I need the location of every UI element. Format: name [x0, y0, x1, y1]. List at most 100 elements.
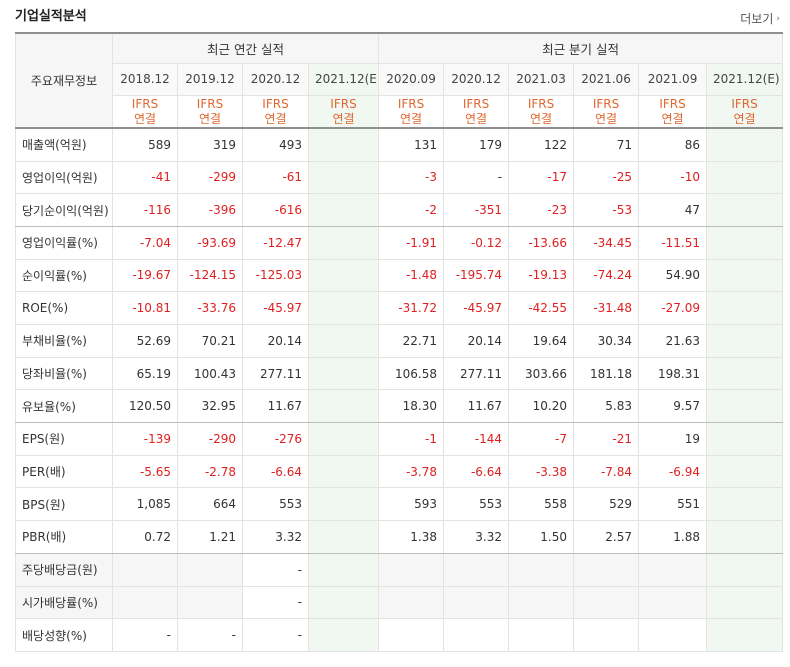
table-cell [638, 585, 708, 620]
table-cell: -124.15 [177, 258, 243, 293]
table-row: EPS(원) -139 -290 -276 -1 -144 -7 -21 19 [15, 422, 784, 456]
table-cell [307, 160, 380, 195]
table-cell [177, 585, 243, 620]
table-cell: 11.67 [242, 389, 309, 424]
period-header: 2019.12 [177, 62, 243, 97]
table-cell: 558 [508, 487, 575, 522]
table-cell [706, 160, 784, 195]
table-cell: 493 [242, 127, 309, 162]
standard-line1: IFRS [527, 96, 555, 111]
row-label: ROE(%) [15, 291, 113, 325]
table-cell: -5.65 [112, 454, 178, 489]
chevron-right-icon: › [776, 13, 780, 24]
table-cell: 3.32 [242, 520, 309, 554]
table-cell: -125.03 [242, 258, 309, 293]
table-cell [307, 487, 380, 522]
more-label: 더보기 [740, 12, 774, 26]
table-cell: -33.76 [177, 291, 243, 325]
row-label: PBR(배) [15, 520, 113, 554]
table-cell: -53 [573, 193, 640, 227]
table-cell [573, 618, 640, 652]
row-label: 당좌비율(%) [15, 356, 113, 391]
table-cell: 1.38 [378, 520, 445, 554]
table-cell: 19 [638, 422, 708, 456]
table-cell [706, 225, 784, 260]
table-cell [307, 225, 380, 260]
table-cell [706, 585, 784, 620]
standard-line2: 연결 [733, 111, 756, 126]
table-cell: -616 [242, 193, 309, 227]
table-cell [508, 618, 575, 652]
table-cell [706, 356, 784, 391]
table-cell [638, 618, 708, 652]
table-cell: 100.43 [177, 356, 243, 391]
table-cell [443, 585, 510, 620]
table-cell [307, 552, 380, 587]
table-cell: -25 [573, 160, 640, 195]
table-cell: 47 [638, 193, 708, 227]
table-cell: -74.24 [573, 258, 640, 293]
table-cell: 593 [378, 487, 445, 522]
table-cell: 551 [638, 487, 708, 522]
accounting-standard: IFRS 연결 [242, 95, 309, 129]
standard-line1: IFRS [196, 96, 224, 111]
table-cell: 1,085 [112, 487, 178, 522]
table-cell [706, 324, 784, 358]
table-cell: -2 [378, 193, 445, 227]
table-row: 배당성향(%) - - - [15, 618, 784, 652]
table-cell [706, 389, 784, 424]
standard-line2: 연결 [464, 111, 488, 126]
table-cell: 198.31 [638, 356, 708, 391]
table-cell: -116 [112, 193, 178, 227]
table-cell: -6.94 [638, 454, 708, 489]
more-link[interactable]: 더보기 › [740, 10, 780, 27]
table-cell: 319 [177, 127, 243, 162]
standard-line2: 연결 [198, 111, 222, 126]
table-cell: 32.95 [177, 389, 243, 424]
standard-line1: IFRS [462, 96, 490, 111]
table-cell [706, 618, 784, 652]
table-cell: -23 [508, 193, 575, 227]
standard-line2: 연결 [264, 111, 287, 126]
table-cell [378, 585, 445, 620]
table-cell: -10 [638, 160, 708, 195]
row-label: 당기순이익(억원) [15, 193, 113, 227]
standard-line2: 연결 [594, 111, 618, 126]
table-cell [638, 552, 708, 587]
table-cell [443, 552, 510, 587]
table-cell: 22.71 [378, 324, 445, 358]
table-cell: 106.58 [378, 356, 445, 391]
table-cell [307, 193, 380, 227]
table-cell: -396 [177, 193, 243, 227]
table-cell: -13.66 [508, 225, 575, 260]
table-row: 영업이익(억원) -41 -299 -61 -3- -17 -25 -10 [15, 160, 784, 195]
table-cell: -21 [573, 422, 640, 456]
accounting-standard: IFRS 연결 [508, 95, 575, 129]
table-cell [443, 618, 510, 652]
table-cell: 5.83 [573, 389, 640, 424]
table-cell: -45.97 [443, 291, 510, 325]
table-cell: 70.21 [177, 324, 243, 358]
table-cell: -61 [242, 160, 309, 195]
section-title: 기업실적분석 [15, 9, 87, 24]
table-row: 영업이익률(%) -7.04 -93.69 -12.47 -1.91 -0.12 -13.6… [15, 225, 784, 260]
standard-line2: 연결 [133, 111, 157, 126]
table-cell [112, 552, 178, 587]
table-cell: -10.81 [112, 291, 178, 325]
table-cell: -3.38 [508, 454, 575, 489]
financial-table: 주요재무정보 최근 연간 실적 최근 분기 실적 2018.12 2019.12 2020… [15, 31, 784, 652]
table-cell: -19.67 [112, 258, 178, 293]
table-cell: 1.21 [177, 520, 243, 554]
period-header: 2018.12 [112, 62, 178, 97]
table-cell [307, 454, 380, 489]
row-label: 영업이익률(%) [15, 225, 113, 260]
group-quarterly: 최근 분기 실적 [378, 32, 784, 64]
standard-line2: 연결 [399, 111, 423, 126]
accounting-standard: IFRS 연결 [573, 95, 640, 129]
table-row: 당좌비율(%) 65.19 100.43 277.11 106.58 277.11 303.… [15, 356, 784, 391]
table-cell [177, 552, 243, 587]
table-cell: 19.64 [508, 324, 575, 358]
table-cell [706, 422, 784, 456]
row-header-label: 주요재무정보 [15, 31, 113, 129]
